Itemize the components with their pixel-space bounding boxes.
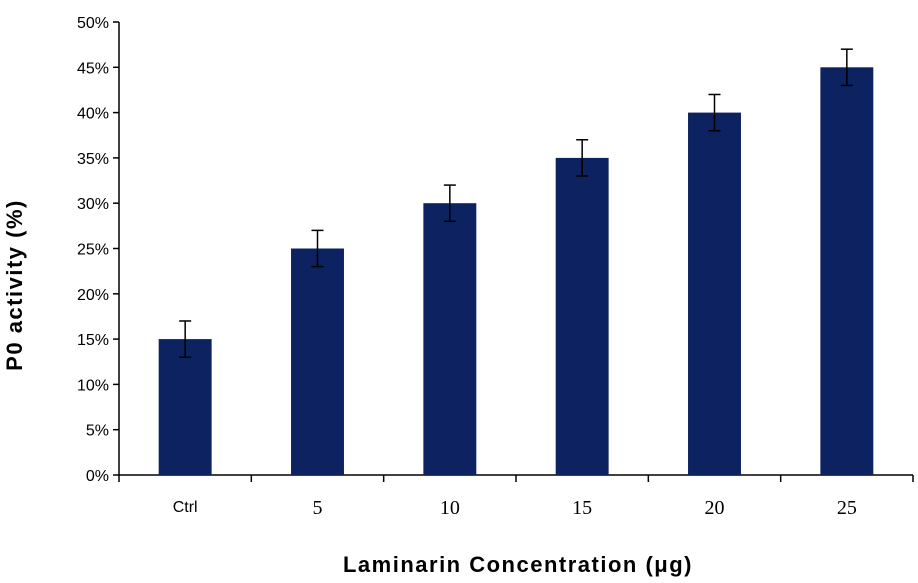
x-tick-label: Ctrl	[173, 499, 198, 516]
y-tick-label: 10%	[77, 377, 109, 394]
y-tick-label: 0%	[86, 468, 109, 485]
y-tick-label: 30%	[77, 196, 109, 213]
bar	[688, 112, 741, 475]
y-tick-label: 50%	[77, 15, 109, 32]
bar	[158, 339, 212, 475]
y-tick-label: 45%	[77, 60, 109, 77]
x-tick-label: 10	[440, 497, 460, 519]
x-tick-label: 5	[313, 497, 323, 519]
error-bars	[179, 48, 853, 358]
y-tick-label: 35%	[77, 151, 109, 168]
bars	[158, 67, 874, 476]
bar	[820, 67, 874, 476]
bar	[291, 248, 344, 475]
x-axis-title: Laminarin Concentration (μg)	[343, 552, 693, 577]
bar	[555, 157, 609, 475]
y-axis-title: P0 activity (%)	[2, 199, 27, 371]
y-axis: 0% 5% 10% 15% 20% 25% 30% 35% 40% 45% 50%	[77, 15, 120, 485]
bar	[423, 203, 477, 475]
x-tick-label: 25	[837, 497, 857, 519]
y-tick-label: 40%	[77, 106, 109, 123]
y-tick-label: 15%	[77, 332, 109, 349]
y-tick-label: 25%	[77, 242, 109, 259]
x-axis: Ctrl 5 10 15 20 25	[118, 474, 914, 519]
x-tick-label: 15	[572, 497, 592, 519]
y-tick-label: 20%	[77, 287, 109, 304]
x-tick-label: 20	[705, 497, 725, 519]
y-tick-label: 5%	[86, 423, 109, 440]
